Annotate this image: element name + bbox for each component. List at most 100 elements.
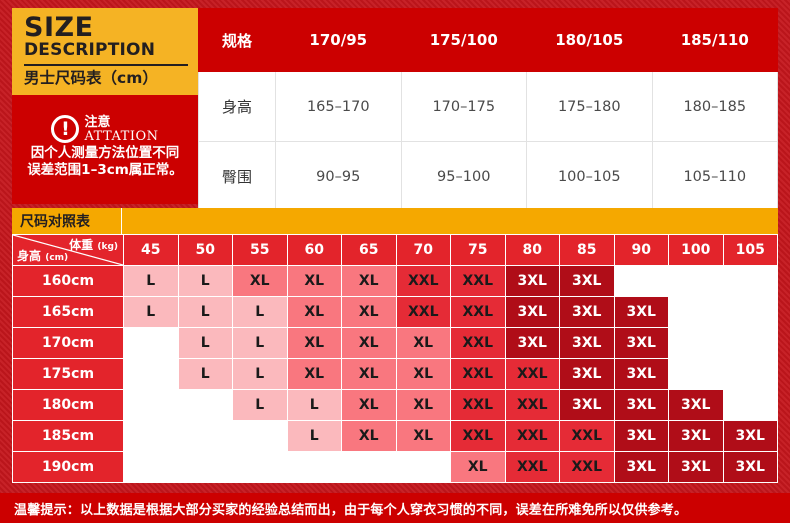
- size-cell: XL: [342, 266, 396, 296]
- weight-col-3: 60: [287, 235, 341, 265]
- notice-labels: 注意 ATTATION: [84, 116, 158, 143]
- size-cell: L: [287, 390, 341, 420]
- size-cell: 3XL: [723, 452, 777, 482]
- size-cell: XXL: [560, 452, 614, 482]
- size-cell: L: [178, 359, 232, 389]
- size-cell-empty: [669, 297, 723, 327]
- size-cell: 3XL: [505, 297, 559, 327]
- axis-corner-cell: 体重 (kg) 身高 (cm): [13, 235, 123, 265]
- notice-body: 因个人测量方法位置不同 误差范围1–3cm属正常。: [27, 145, 183, 179]
- size-cell: L: [233, 390, 287, 420]
- notice-label-en: ATTATION: [84, 128, 159, 144]
- size-cell-empty: [178, 390, 232, 420]
- title-chinese: 男士尺码表（cm）: [24, 68, 158, 87]
- size-cell: 3XL: [560, 359, 614, 389]
- diagonal-divider-icon: [13, 235, 123, 265]
- spec-row-1-val-2: 100–105: [526, 141, 653, 212]
- size-grid-table: 体重 (kg) 身高 (cm) 45 50 55 60 65 70 75 80 …: [12, 234, 778, 483]
- size-cell-empty: [723, 266, 777, 296]
- size-cell-empty: [178, 421, 232, 451]
- spec-row-0-val-1: 170–175: [400, 71, 527, 142]
- height-row-label: 160cm: [13, 266, 123, 296]
- height-axis-unit: (cm): [45, 253, 69, 263]
- table-row: 185cm L XL XL XXL XXL XXL 3XL 3XL 3XL: [13, 421, 777, 451]
- size-cell: 3XL: [560, 390, 614, 420]
- size-cell: 3XL: [614, 390, 668, 420]
- size-cell: 3XL: [669, 452, 723, 482]
- table-row: 175cm L L XL XL XL XXL XXL 3XL 3XL: [13, 359, 777, 389]
- notice-label-zh: 注意: [84, 114, 111, 130]
- table-row: 190cm XL XXL XXL 3XL 3XL 3XL: [13, 452, 777, 482]
- table-row: 180cm L L XL XL XXL XXL 3XL 3XL 3XL: [13, 390, 777, 420]
- size-cell: XXL: [505, 359, 559, 389]
- size-cell: 3XL: [614, 328, 668, 358]
- size-cell: XL: [396, 390, 450, 420]
- exclamation-circle-icon: !: [51, 115, 80, 144]
- height-row-label: 165cm: [13, 297, 123, 327]
- size-cell: XL: [342, 390, 396, 420]
- size-cell-empty: [669, 359, 723, 389]
- size-grid-body: 160cm L L XL XL XL XXL XXL 3XL 3XL 165cm L L L XL XL XXL…: [13, 266, 777, 482]
- size-cell: 3XL: [723, 421, 777, 451]
- height-row-label: 190cm: [13, 452, 123, 482]
- weight-col-10: 100: [669, 235, 723, 265]
- size-cell: XXL: [451, 390, 505, 420]
- size-cell: XL: [396, 421, 450, 451]
- weight-col-8: 85: [560, 235, 614, 265]
- size-cell: XXL: [505, 390, 559, 420]
- size-cell-empty: [178, 452, 232, 482]
- top-section: SIZE DESCRIPTION 男士尺码表（cm） ! 注意 ATTATION…: [12, 8, 778, 212]
- footer-note: 温馨提示：以上数据是根据大部分买家的经验总结而出，由于每个人穿衣习惯的不同，误差…: [0, 493, 790, 523]
- size-cell: XXL: [451, 328, 505, 358]
- size-cell: XXL: [560, 421, 614, 451]
- size-cell-empty: [723, 297, 777, 327]
- spec-row-0-val-2: 175–180: [526, 71, 653, 142]
- table-row: 身高 165–170 170–175 175–180 180–185: [198, 71, 778, 142]
- weight-axis-label: 体重 (kg): [69, 236, 118, 253]
- size-cell: XL: [342, 421, 396, 451]
- weight-axis-unit: (kg): [97, 242, 118, 252]
- size-cell: 3XL: [560, 297, 614, 327]
- spec-col-1: 175/100: [400, 8, 527, 72]
- size-cell-empty: [669, 266, 723, 296]
- size-cell: 3XL: [614, 359, 668, 389]
- size-cell: XL: [396, 328, 450, 358]
- spec-header-row: 规格 170/95 175/100 180/105 185/110: [198, 8, 778, 72]
- size-cell: 3XL: [614, 421, 668, 451]
- size-cell: 3XL: [505, 266, 559, 296]
- spec-row-1-val-0: 90–95: [275, 141, 402, 212]
- spec-row-0-label: 身高: [198, 71, 276, 142]
- size-cell: XXL: [505, 421, 559, 451]
- size-cell-empty: [723, 390, 777, 420]
- size-cell: L: [233, 328, 287, 358]
- spec-table-wrap: 规格 170/95 175/100 180/105 185/110 身高 165…: [198, 8, 778, 212]
- weight-col-0: 45: [124, 235, 178, 265]
- size-cell: XXL: [451, 297, 505, 327]
- spec-row-label-header: 规格: [198, 8, 276, 72]
- height-row-label: 170cm: [13, 328, 123, 358]
- weight-col-11: 105: [723, 235, 777, 265]
- size-cell: L: [124, 266, 178, 296]
- table-row: 170cm L L XL XL XL XXL 3XL 3XL 3XL: [13, 328, 777, 358]
- size-cell: 3XL: [560, 328, 614, 358]
- weight-col-1: 50: [178, 235, 232, 265]
- size-cell-empty: [124, 390, 178, 420]
- size-cell: 3XL: [614, 297, 668, 327]
- title-size: SIZE: [24, 12, 94, 43]
- height-row-label: 175cm: [13, 359, 123, 389]
- notice-heading: ! 注意 ATTATION: [51, 115, 158, 144]
- height-axis-text: 身高: [17, 249, 42, 263]
- weight-col-9: 90: [614, 235, 668, 265]
- size-cell: XL: [287, 266, 341, 296]
- spec-col-0: 170/95: [275, 8, 402, 72]
- size-cell-empty: [287, 452, 341, 482]
- weight-col-2: 55: [233, 235, 287, 265]
- size-cell: XL: [287, 328, 341, 358]
- size-cell: XL: [342, 297, 396, 327]
- size-chart-title: 尺码对照表: [12, 208, 122, 234]
- notice-body-line2: 误差范围1–3cm属正常。: [27, 162, 183, 179]
- notice-panel: ! 注意 ATTATION 因个人测量方法位置不同 误差范围1–3cm属正常。: [12, 94, 198, 204]
- size-cell: 3XL: [560, 266, 614, 296]
- size-cell: XL: [287, 359, 341, 389]
- weight-col-4: 65: [342, 235, 396, 265]
